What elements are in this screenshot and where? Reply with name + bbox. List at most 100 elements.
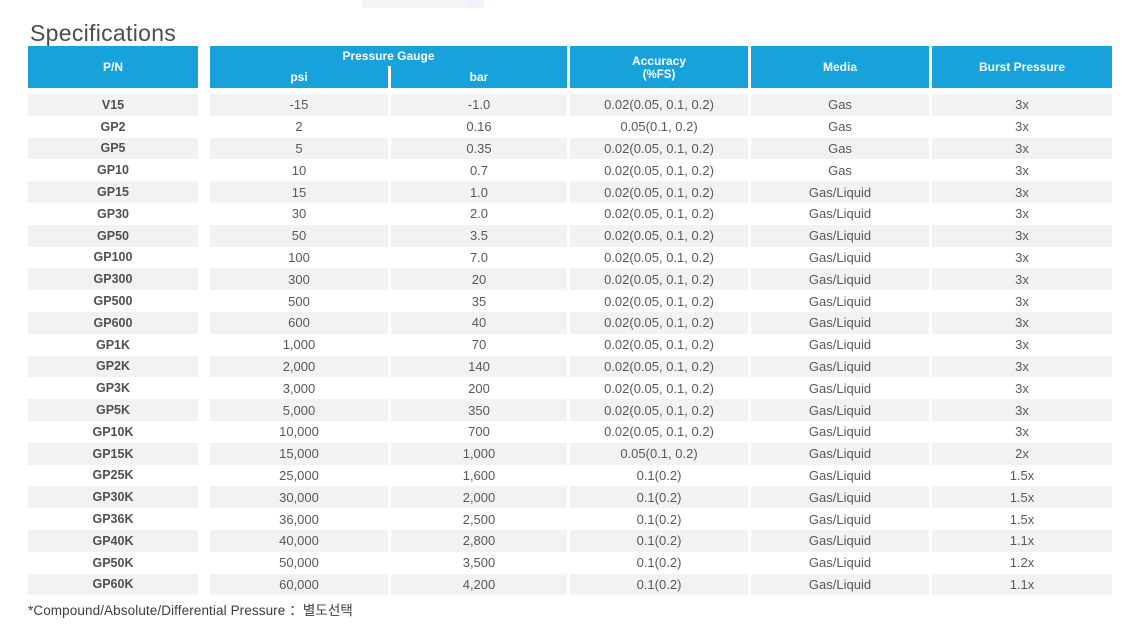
cell-psi: 1,000 xyxy=(210,333,388,356)
cropped-button-remnant[interactable] xyxy=(362,0,484,8)
cell-psi: 50 xyxy=(210,224,388,247)
cell-accuracy: 0.02(0.05, 0.1, 0.2) xyxy=(570,137,748,160)
cell-accuracy: 0.02(0.05, 0.1, 0.2) xyxy=(570,202,748,225)
cell-pn: GP15 xyxy=(28,181,207,203)
cell-pn: GP2K xyxy=(28,355,207,378)
cell-accuracy: 0.02(0.05, 0.1, 0.2) xyxy=(570,355,748,378)
column-header-accuracy: Accuracy (%FS) xyxy=(570,46,748,88)
cell-burst-pressure: 2x xyxy=(932,442,1112,465)
cell-media: Gas xyxy=(751,115,929,138)
table-row: GP25K 25,000 1,600 0.1(0.2) Gas/Liquid 1… xyxy=(28,464,1112,487)
cell-burst-pressure: 1.2x xyxy=(932,551,1112,574)
cell-bar: 1,000 xyxy=(391,442,567,465)
cell-bar: 2,000 xyxy=(391,486,567,509)
cell-media: Gas/Liquid xyxy=(751,268,929,291)
table-row: GP36K 36,000 2,500 0.1(0.2) Gas/Liquid 1… xyxy=(28,508,1112,530)
cell-pn: GP100 xyxy=(28,246,207,269)
cell-psi: 100 xyxy=(210,246,388,269)
cell-pn: GP30K xyxy=(28,486,207,509)
cell-pn: GP1K xyxy=(28,333,207,356)
cell-burst-pressure: 3x xyxy=(932,181,1112,203)
cell-pn: GP40K xyxy=(28,529,207,552)
table-row: GP600 600 40 0.02(0.05, 0.1, 0.2) Gas/Li… xyxy=(28,311,1112,334)
cell-accuracy: 0.02(0.05, 0.1, 0.2) xyxy=(570,399,748,421)
cell-accuracy: 0.02(0.05, 0.1, 0.2) xyxy=(570,224,748,247)
column-header-pressure-gauge: Pressure Gauge xyxy=(210,46,567,66)
table-row: GP40K 40,000 2,800 0.1(0.2) Gas/Liquid 1… xyxy=(28,529,1112,552)
cell-psi: 15 xyxy=(210,181,388,203)
cell-burst-pressure: 3x xyxy=(932,88,1112,116)
cell-media: Gas/Liquid xyxy=(751,551,929,574)
cell-accuracy: 0.1(0.2) xyxy=(570,529,748,552)
cell-pn: GP5K xyxy=(28,399,207,421)
cell-media: Gas/Liquid xyxy=(751,355,929,378)
cell-accuracy: 0.1(0.2) xyxy=(570,464,748,487)
cell-bar: 7.0 xyxy=(391,246,567,269)
cell-media: Gas/Liquid xyxy=(751,442,929,465)
cell-accuracy: 0.02(0.05, 0.1, 0.2) xyxy=(570,181,748,203)
cell-accuracy: 0.1(0.2) xyxy=(570,551,748,574)
table-row: GP15K 15,000 1,000 0.05(0.1, 0.2) Gas/Li… xyxy=(28,442,1112,465)
cell-pn: GP600 xyxy=(28,311,207,334)
cell-psi: 5 xyxy=(210,137,388,160)
cell-burst-pressure: 3x xyxy=(932,399,1112,421)
cell-media: Gas/Liquid xyxy=(751,181,929,203)
column-header-pn: P/N xyxy=(28,46,207,88)
cell-burst-pressure: 3x xyxy=(932,290,1112,312)
specifications-table: P/N Pressure Gauge Accuracy (%FS) Media … xyxy=(25,46,1115,596)
cell-burst-pressure: 3x xyxy=(932,115,1112,138)
cell-media: Gas/Liquid xyxy=(751,529,929,552)
cell-bar: 2.0 xyxy=(391,202,567,225)
cell-bar: 140 xyxy=(391,355,567,378)
cell-burst-pressure: 3x xyxy=(932,137,1112,160)
cell-psi: 30,000 xyxy=(210,486,388,509)
table-row: GP15 15 1.0 0.02(0.05, 0.1, 0.2) Gas/Liq… xyxy=(28,181,1112,203)
cell-accuracy: 0.02(0.05, 0.1, 0.2) xyxy=(570,290,748,312)
cell-psi: 2 xyxy=(210,115,388,138)
cell-psi: 25,000 xyxy=(210,464,388,487)
cell-media: Gas/Liquid xyxy=(751,333,929,356)
cell-psi: 500 xyxy=(210,290,388,312)
cell-media: Gas/Liquid xyxy=(751,508,929,530)
cell-bar: 350 xyxy=(391,399,567,421)
cell-bar: 35 xyxy=(391,290,567,312)
table-row: GP5 5 0.35 0.02(0.05, 0.1, 0.2) Gas 3x xyxy=(28,137,1112,160)
table-row: GP5K 5,000 350 0.02(0.05, 0.1, 0.2) Gas/… xyxy=(28,399,1112,421)
cell-accuracy: 0.05(0.1, 0.2) xyxy=(570,115,748,138)
cell-psi: 60,000 xyxy=(210,573,388,596)
cell-bar: 0.16 xyxy=(391,115,567,138)
cell-accuracy: 0.02(0.05, 0.1, 0.2) xyxy=(570,333,748,356)
cell-burst-pressure: 3x xyxy=(932,377,1112,400)
cell-psi: -15 xyxy=(210,88,388,116)
cell-media: Gas/Liquid xyxy=(751,224,929,247)
cell-burst-pressure: 3x xyxy=(932,333,1112,356)
cell-burst-pressure: 1.5x xyxy=(932,486,1112,509)
cell-accuracy: 0.02(0.05, 0.1, 0.2) xyxy=(570,159,748,182)
cell-bar: 0.35 xyxy=(391,137,567,160)
cell-psi: 10 xyxy=(210,159,388,182)
cell-media: Gas xyxy=(751,137,929,160)
cell-accuracy: 0.1(0.2) xyxy=(570,573,748,596)
cell-bar: 3,500 xyxy=(391,551,567,574)
cell-psi: 30 xyxy=(210,202,388,225)
cell-bar: 1.0 xyxy=(391,181,567,203)
cell-psi: 3,000 xyxy=(210,377,388,400)
table-row: GP2 2 0.16 0.05(0.1, 0.2) Gas 3x xyxy=(28,115,1112,138)
cell-burst-pressure: 3x xyxy=(932,202,1112,225)
cell-psi: 2,000 xyxy=(210,355,388,378)
cell-bar: 3.5 xyxy=(391,224,567,247)
table-row: GP3K 3,000 200 0.02(0.05, 0.1, 0.2) Gas/… xyxy=(28,377,1112,400)
cell-media: Gas xyxy=(751,88,929,116)
cell-burst-pressure: 1.1x xyxy=(932,573,1112,596)
cell-media: Gas/Liquid xyxy=(751,420,929,443)
cell-bar: 2,500 xyxy=(391,508,567,530)
footnote: *Compound/Absolute/Differential Pressure… xyxy=(28,603,353,618)
table-row: GP50 50 3.5 0.02(0.05, 0.1, 0.2) Gas/Liq… xyxy=(28,224,1112,247)
cell-media: Gas/Liquid xyxy=(751,311,929,334)
table-row: GP300 300 20 0.02(0.05, 0.1, 0.2) Gas/Li… xyxy=(28,268,1112,291)
cell-accuracy: 0.1(0.2) xyxy=(570,486,748,509)
cell-pn: GP15K xyxy=(28,442,207,465)
cell-psi: 40,000 xyxy=(210,529,388,552)
cell-pn: GP50 xyxy=(28,224,207,247)
cell-bar: 2,800 xyxy=(391,529,567,552)
